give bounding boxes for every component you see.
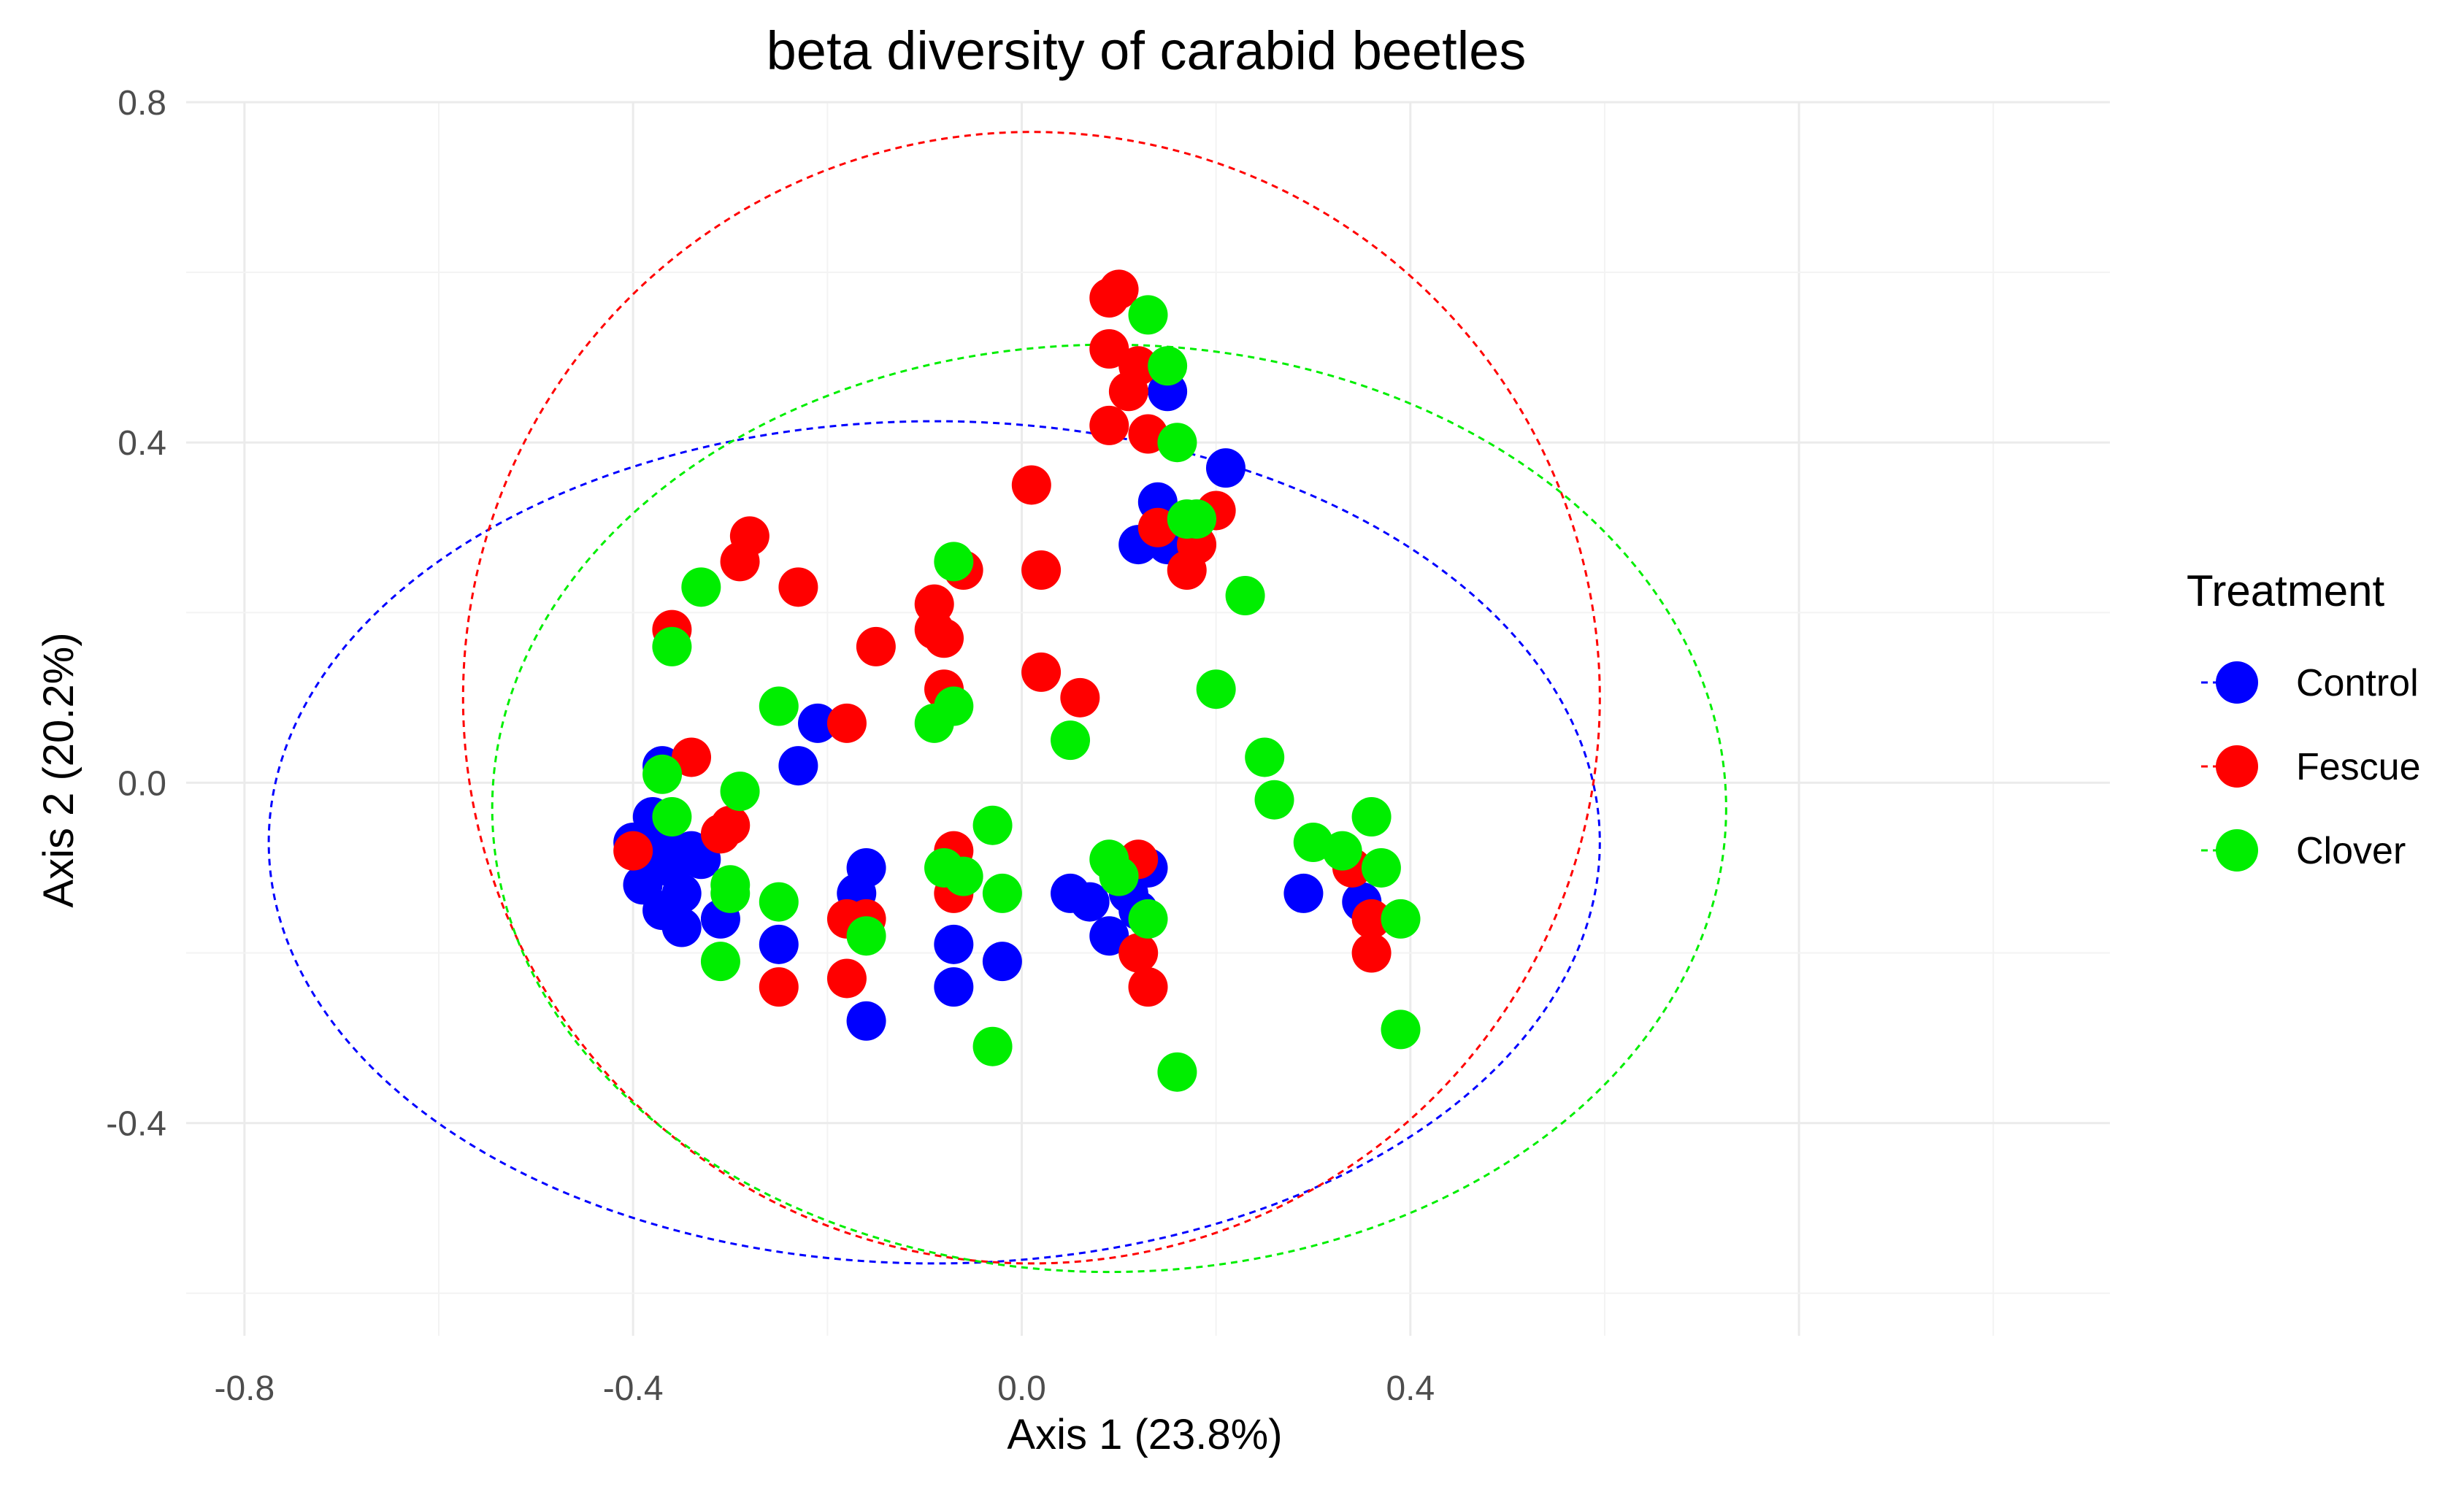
x-axis-title: Axis 1 (23.8%) bbox=[1007, 1411, 1282, 1458]
point-clover bbox=[1351, 797, 1392, 837]
legend-title: Treatment bbox=[2187, 566, 2385, 615]
point-fescue bbox=[613, 831, 653, 871]
point-fescue bbox=[1021, 550, 1062, 591]
point-clover bbox=[846, 916, 886, 956]
point-control bbox=[759, 924, 799, 964]
point-control bbox=[1283, 873, 1324, 913]
point-control bbox=[1205, 448, 1246, 488]
point-clover bbox=[972, 805, 1013, 845]
point-control bbox=[778, 746, 818, 786]
point-clover bbox=[1177, 499, 1217, 539]
point-clover bbox=[759, 686, 799, 726]
grid-lines bbox=[186, 101, 2110, 1336]
legend: Treatment Control Fescue Clover bbox=[2187, 566, 2421, 872]
legend-key-dot-control bbox=[2216, 661, 2258, 704]
point-clover bbox=[652, 626, 692, 666]
ellipse-control bbox=[267, 420, 1601, 1265]
point-control bbox=[934, 924, 974, 964]
point-control bbox=[934, 967, 974, 1007]
x-tick-label: 0.4 bbox=[1386, 1369, 1435, 1408]
point-control bbox=[846, 847, 886, 888]
y-tick-label: 0.8 bbox=[118, 84, 166, 123]
legend-label-fescue: Fescue bbox=[2296, 746, 2421, 788]
legend-key-dot-clover bbox=[2216, 829, 2258, 872]
confidence-ellipses bbox=[267, 131, 1727, 1274]
point-fescue bbox=[1351, 899, 1392, 939]
point-control bbox=[798, 703, 838, 743]
point-fescue bbox=[1351, 933, 1392, 973]
point-clover bbox=[1051, 720, 1091, 761]
point-fescue bbox=[1060, 677, 1100, 718]
point-fescue bbox=[1118, 346, 1159, 386]
point-fescue bbox=[1021, 652, 1062, 692]
point-clover bbox=[642, 754, 683, 794]
point-fescue bbox=[826, 703, 867, 743]
point-clover bbox=[1196, 669, 1236, 709]
x-tick-label: -0.8 bbox=[214, 1369, 275, 1408]
point-fescue bbox=[924, 618, 964, 658]
point-clover bbox=[934, 542, 974, 582]
point-fescue bbox=[856, 626, 896, 666]
point-fescue bbox=[1118, 933, 1159, 973]
point-clover bbox=[1361, 847, 1401, 888]
point-fescue bbox=[1128, 967, 1168, 1007]
point-clover bbox=[700, 942, 740, 982]
point-fescue bbox=[729, 516, 769, 556]
point-fescue bbox=[1089, 405, 1129, 445]
ellipse-fescue bbox=[461, 131, 1601, 1265]
point-fescue bbox=[778, 567, 818, 607]
point-clover bbox=[1148, 346, 1188, 386]
point-clover bbox=[1245, 737, 1285, 777]
point-clover bbox=[982, 873, 1022, 913]
x-tick-label: -0.4 bbox=[603, 1369, 664, 1408]
axis-ticks: -0.8 -0.4 0.0 0.4 -0.4 0.0 0.4 0.8 bbox=[106, 84, 1435, 1408]
data-points bbox=[613, 269, 1421, 1092]
point-control bbox=[661, 907, 702, 947]
point-clover bbox=[1099, 856, 1139, 896]
point-clover bbox=[943, 856, 983, 896]
point-clover bbox=[1225, 576, 1265, 615]
chart-title: beta diversity of carabid beetles bbox=[767, 20, 1527, 81]
point-clover bbox=[1128, 295, 1168, 335]
point-fescue bbox=[672, 737, 712, 777]
point-clover bbox=[1381, 899, 1421, 939]
point-fescue bbox=[710, 805, 751, 845]
point-clover bbox=[1157, 423, 1197, 463]
point-clover bbox=[652, 797, 692, 837]
legend-key-dot-fescue bbox=[2216, 745, 2258, 788]
y-tick-label: 0.0 bbox=[118, 764, 166, 803]
legend-label-control: Control bbox=[2296, 662, 2419, 704]
point-fescue bbox=[826, 958, 867, 999]
point-clover bbox=[1157, 1052, 1197, 1092]
y-axis-title: Axis 2 (20.2%) bbox=[35, 632, 82, 907]
point-clover bbox=[1128, 899, 1168, 939]
point-clover bbox=[681, 567, 721, 607]
point-control bbox=[1089, 916, 1129, 956]
point-control bbox=[1070, 882, 1110, 922]
point-clover bbox=[1254, 780, 1294, 820]
point-clover bbox=[934, 686, 974, 726]
point-clover bbox=[972, 1026, 1013, 1066]
point-control bbox=[982, 942, 1022, 982]
point-control bbox=[846, 1001, 886, 1041]
point-fescue bbox=[759, 967, 799, 1007]
point-fescue bbox=[1011, 465, 1051, 505]
point-clover bbox=[1322, 831, 1362, 871]
point-fescue bbox=[1089, 329, 1129, 369]
x-tick-label: 0.0 bbox=[997, 1369, 1046, 1408]
y-tick-label: -0.4 bbox=[106, 1105, 166, 1144]
point-clover bbox=[1381, 1009, 1421, 1050]
point-clover bbox=[759, 882, 799, 922]
point-clover bbox=[720, 772, 760, 812]
legend-label-clover: Clover bbox=[2296, 830, 2406, 872]
point-fescue bbox=[1099, 269, 1139, 309]
y-tick-label: 0.4 bbox=[118, 424, 166, 463]
point-clover bbox=[710, 873, 751, 913]
